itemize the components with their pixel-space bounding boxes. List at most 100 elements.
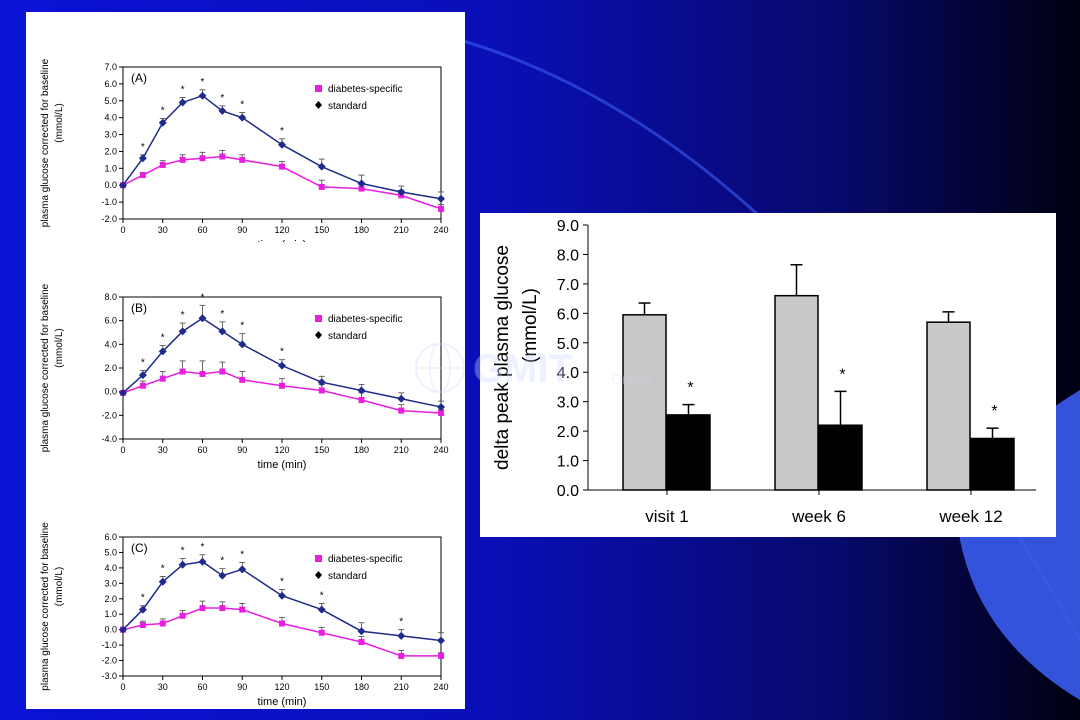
y-tick-label: 1.0 — [557, 454, 579, 471]
y-tick-label: 1.0 — [104, 609, 117, 619]
x-tick-label: 180 — [354, 445, 369, 455]
data-point — [138, 605, 147, 614]
data-point — [119, 181, 127, 190]
bar-black — [666, 414, 711, 491]
data-point — [179, 368, 186, 375]
y-tick-label: 0.0 — [104, 625, 117, 635]
data-point — [318, 387, 325, 394]
data-point — [437, 194, 445, 203]
y-tick-label: -2.0 — [101, 214, 117, 224]
y-tick-label: 5.0 — [104, 547, 117, 557]
data-point — [397, 187, 406, 196]
bar-chart-panel: 0.0 1.0 2.0 3.0 4.0 5.0 6.0 7.0 8.0 9.0 delta peak… — [480, 213, 1056, 537]
series-line-diabetes-specific — [122, 370, 442, 414]
significance-star: * — [399, 617, 403, 628]
x-tick-label: 210 — [394, 445, 409, 455]
legend-label-diabetes-specific: diabetes-specific — [328, 314, 402, 325]
data-point — [438, 652, 444, 659]
x-tick-label: 90 — [237, 225, 247, 235]
data-point — [398, 407, 405, 414]
legend-label-standard: standard — [328, 571, 367, 582]
data-point — [317, 162, 326, 171]
data-point — [218, 571, 227, 580]
data-point — [437, 636, 445, 645]
y-tick-label: 4.0 — [104, 563, 117, 573]
legend-marker-diabetes-specific — [315, 555, 322, 562]
y-tick-label: 2.0 — [557, 424, 579, 441]
data-point — [179, 156, 186, 163]
data-point — [158, 118, 167, 127]
x-tick-label: visit 1 — [645, 507, 688, 526]
significance-star: * — [181, 84, 185, 95]
significance-star: * — [141, 593, 145, 604]
data-point — [357, 627, 366, 636]
data-point — [219, 153, 226, 160]
data-point — [158, 577, 167, 586]
data-point — [198, 91, 207, 100]
y-tick-label: 2.0 — [104, 146, 117, 156]
data-point — [138, 154, 147, 163]
legend-marker-diabetes-specific — [315, 85, 322, 92]
series-line-diabetes-specific — [122, 155, 442, 210]
x-tick-label: 30 — [158, 682, 168, 692]
data-point — [239, 156, 246, 163]
significance-star: * — [240, 549, 244, 560]
y-tick-label: 0.0 — [557, 483, 579, 500]
panel-label: (B) — [131, 301, 147, 315]
legend-label-diabetes-specific: diabetes-specific — [328, 84, 402, 95]
data-point — [218, 327, 227, 336]
data-point — [279, 620, 285, 627]
x-tick-label: 0 — [120, 682, 125, 692]
x-tick-label: week 12 — [938, 507, 1002, 526]
legend-marker-diabetes-specific — [315, 315, 322, 322]
data-point — [239, 376, 246, 383]
data-point — [239, 606, 246, 613]
data-point — [278, 140, 286, 149]
data-point — [159, 375, 166, 382]
x-tick-label: week 6 — [791, 507, 846, 526]
x-tick-label: 180 — [354, 682, 369, 692]
significance-star: * — [201, 292, 205, 303]
data-point — [397, 631, 406, 640]
series-line-standard — [122, 560, 442, 642]
y-axis-label-line2: (mmol/L) — [54, 567, 65, 606]
data-point — [199, 155, 206, 162]
data-point — [317, 605, 326, 614]
significance-star: * — [220, 93, 224, 104]
data-point — [317, 378, 326, 387]
significance-star: * — [181, 310, 185, 321]
data-point — [139, 382, 146, 389]
y-tick-label: -1.0 — [101, 197, 117, 207]
data-point — [219, 368, 226, 375]
data-point — [279, 163, 285, 170]
series-line-diabetes-specific — [122, 607, 441, 657]
data-point — [119, 625, 127, 634]
y-tick-label: 6.0 — [104, 532, 117, 542]
x-tick-label: 60 — [197, 445, 207, 455]
y-tick-label: -2.0 — [101, 410, 117, 420]
data-point — [358, 639, 365, 646]
panel-label: (A) — [131, 71, 147, 85]
y-axis-label-line1: delta peak plasma glucose — [492, 245, 513, 470]
legend-marker-standard — [315, 571, 322, 579]
bar-gray — [774, 294, 819, 491]
x-tick-label: 90 — [237, 445, 247, 455]
significance-star: * — [280, 126, 284, 137]
x-tick-label: 90 — [237, 682, 247, 692]
x-axis-label: time (min) — [258, 459, 307, 471]
x-tick-label: 150 — [314, 682, 329, 692]
data-point — [438, 409, 444, 416]
x-tick-label: 120 — [274, 225, 289, 235]
significance-star: * — [201, 77, 205, 88]
x-tick-label: 150 — [314, 445, 329, 455]
y-axis-label-line2: (mmol/L) — [54, 103, 65, 142]
panel-label: (C) — [131, 541, 148, 555]
y-tick-label: 3.0 — [557, 395, 579, 412]
y-axis-label-line2: (mmol/L) — [54, 328, 65, 367]
x-tick-label: 0 — [120, 445, 125, 455]
y-tick-label: 2.0 — [104, 594, 117, 604]
x-tick-label: 210 — [394, 682, 409, 692]
significance-star: * — [687, 380, 693, 397]
y-tick-label: -1.0 — [101, 640, 117, 650]
data-point — [199, 370, 206, 377]
